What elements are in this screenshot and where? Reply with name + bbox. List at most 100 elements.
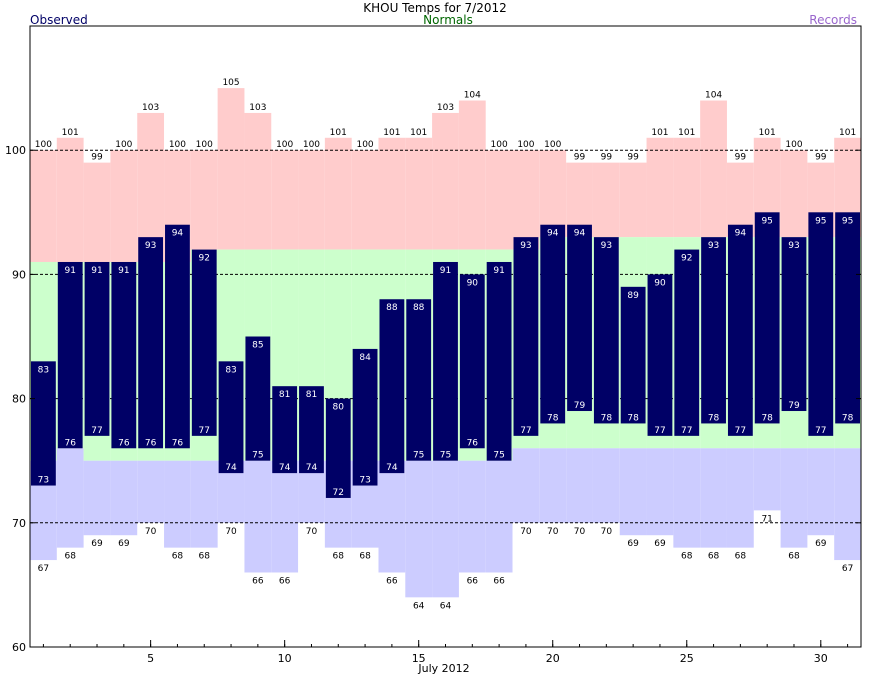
record-high-label: 100 xyxy=(276,140,293,150)
observed-bar xyxy=(567,224,592,412)
record-low-label: 68 xyxy=(735,552,747,562)
observed-high-label: 95 xyxy=(761,216,772,226)
record-high-label: 100 xyxy=(303,140,320,150)
observed-bar xyxy=(486,261,512,461)
record-high-label: 105 xyxy=(222,78,239,88)
legend-normals: Normals xyxy=(423,13,473,27)
record-low-band xyxy=(512,448,540,523)
observed-high-label: 90 xyxy=(654,278,666,288)
record-low-label: 70 xyxy=(225,527,237,537)
record-high-band xyxy=(83,162,111,262)
observed-high-label: 94 xyxy=(547,229,559,239)
observed-low-label: 76 xyxy=(64,438,76,448)
observed-bar xyxy=(111,261,137,449)
observed-high-label: 84 xyxy=(359,353,371,363)
record-high-band xyxy=(700,100,727,238)
record-high-band xyxy=(619,162,647,238)
record-high-band xyxy=(432,112,459,250)
record-high-label: 100 xyxy=(35,140,52,150)
observed-low-label: 78 xyxy=(547,413,559,423)
record-high-band xyxy=(458,100,486,250)
observed-bar xyxy=(84,261,110,436)
observed-high-label: 94 xyxy=(735,229,747,239)
observed-bar xyxy=(459,274,485,449)
record-low-band xyxy=(834,448,861,561)
observed-high-label: 91 xyxy=(440,266,451,276)
record-low-label: 69 xyxy=(654,539,666,549)
record-low-label: 71 xyxy=(761,514,772,524)
record-high-label: 101 xyxy=(410,128,427,138)
observed-high-label: 94 xyxy=(172,229,184,239)
observed-bars xyxy=(31,212,860,498)
observed-high-label: 91 xyxy=(493,266,504,276)
chart-title: KHOU Temps for 7/2012 xyxy=(363,1,507,15)
record-high-label: 100 xyxy=(544,140,561,150)
observed-bar xyxy=(299,386,324,474)
record-high-label: 100 xyxy=(356,140,373,150)
record-low-band xyxy=(700,448,727,548)
observed-high-label: 80 xyxy=(333,403,345,413)
observed-low-label: 76 xyxy=(118,438,130,448)
observed-high-label: 81 xyxy=(306,390,317,400)
record-high-band xyxy=(137,112,165,262)
legend-observed: Observed xyxy=(30,13,88,27)
observed-high-label: 91 xyxy=(118,266,129,276)
observed-high-label: 93 xyxy=(788,241,799,251)
observed-low-label: 77 xyxy=(520,426,531,436)
record-high-label: 103 xyxy=(142,103,159,113)
record-low-band xyxy=(458,460,486,573)
observed-bar xyxy=(57,261,83,449)
observed-bar xyxy=(701,237,726,424)
observed-low-label: 74 xyxy=(225,463,237,473)
record-high-band xyxy=(646,137,674,238)
observed-low-label: 77 xyxy=(199,426,210,436)
record-low-band xyxy=(726,448,754,548)
record-high-label: 99 xyxy=(735,153,747,163)
observed-low-label: 78 xyxy=(601,413,613,423)
observed-high-label: 93 xyxy=(145,241,156,251)
record-low-band xyxy=(646,448,674,536)
observed-high-label: 92 xyxy=(199,254,210,264)
x-tick-label: 20 xyxy=(546,652,560,665)
axes: 60 70 80 90 100 5 10 15 20 25 30 xyxy=(5,144,861,665)
record-high-label: 99 xyxy=(574,153,586,163)
record-high-band xyxy=(592,162,620,238)
record-low-label: 70 xyxy=(145,527,157,537)
observed-high-label: 91 xyxy=(91,266,102,276)
record-high-band xyxy=(539,150,567,238)
record-low-band xyxy=(673,448,701,548)
observed-low-label: 77 xyxy=(91,426,102,436)
record-low-label: 68 xyxy=(199,552,211,562)
observed-bar xyxy=(433,261,458,461)
record-low-label: 64 xyxy=(413,601,425,611)
record-low-label: 67 xyxy=(38,564,49,574)
record-low-label: 66 xyxy=(252,576,264,586)
observed-low-label: 79 xyxy=(788,401,800,411)
record-high-label: 101 xyxy=(330,128,347,138)
observed-bar xyxy=(754,212,780,424)
record-low-band xyxy=(56,448,84,548)
observed-high-label: 88 xyxy=(386,303,398,313)
record-low-band xyxy=(271,460,299,573)
observed-low-label: 76 xyxy=(145,438,157,448)
record-high-label: 104 xyxy=(705,91,722,101)
record-high-label: 101 xyxy=(759,128,776,138)
observed-bar xyxy=(835,212,860,424)
observed-low-label: 75 xyxy=(413,451,424,461)
record-low-band xyxy=(485,460,513,573)
record-high-band xyxy=(190,150,218,250)
record-low-label: 68 xyxy=(64,552,76,562)
record-low-label: 69 xyxy=(91,539,103,549)
record-low-band xyxy=(190,460,218,548)
observed-high-label: 81 xyxy=(279,390,290,400)
observed-low-label: 77 xyxy=(735,426,746,436)
record-high-label: 101 xyxy=(651,128,668,138)
record-high-band xyxy=(726,162,754,238)
record-high-label: 101 xyxy=(839,128,856,138)
observed-low-label: 74 xyxy=(386,463,398,473)
record-high-label: 99 xyxy=(601,153,613,163)
y-tick-label: 90 xyxy=(12,268,26,281)
x-tick-label: 30 xyxy=(814,652,828,665)
value-labels: 100 67 83 73 101 68 91 76 99 69 91 77 100 69 91 76 103 70… xyxy=(35,78,856,611)
observed-bar xyxy=(245,336,271,461)
